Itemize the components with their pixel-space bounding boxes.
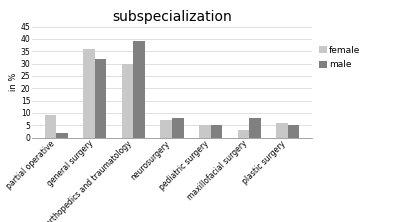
Bar <box>288 125 299 138</box>
Bar <box>122 64 134 138</box>
Bar <box>56 133 68 138</box>
Bar <box>172 118 184 138</box>
Title: subspecialization: subspecialization <box>112 10 232 24</box>
Bar <box>95 59 106 138</box>
Bar <box>134 42 145 138</box>
Bar <box>160 120 172 138</box>
Bar <box>249 118 261 138</box>
Bar <box>210 125 222 138</box>
Y-axis label: in %: in % <box>9 73 18 91</box>
Bar <box>45 115 56 138</box>
Bar <box>199 125 210 138</box>
Bar <box>276 123 288 138</box>
Bar <box>238 130 249 138</box>
Bar <box>83 49 95 138</box>
Legend: female, male: female, male <box>319 46 361 69</box>
